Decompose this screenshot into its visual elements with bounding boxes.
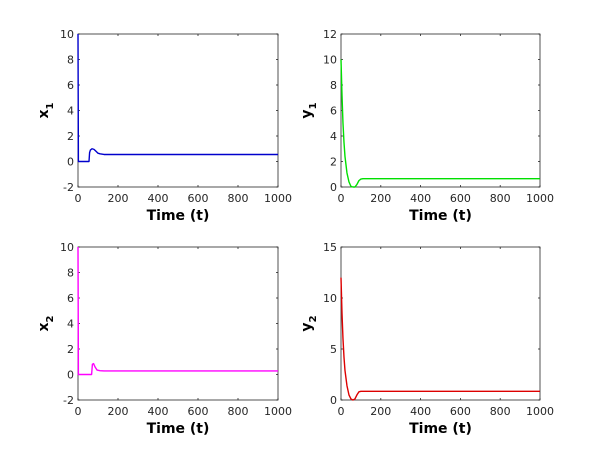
series-line [340,277,540,401]
y-tick-label: 10 [60,28,74,41]
series-line [77,246,278,376]
y-tick-label: 0 [67,369,74,382]
y-tick-label: 10 [60,241,74,254]
x-axis-label: Time (t) [409,208,472,224]
x-axis-label: Time (t) [147,421,210,437]
subplot-4: 0 200 400 600 800 1000 0 5 10 15 Time (t) y2 [299,241,554,437]
y-tick-label: -2 [63,181,74,194]
y-tick-label: 0 [330,394,337,407]
x-tick-label: 800 [228,192,249,205]
y-tick-label: 2 [67,130,74,143]
x-tick-label: 1000 [264,405,292,418]
plot-frame [77,246,279,401]
x-axis-label: Time (t) [147,208,210,224]
y-axis-label-main: x [36,322,52,331]
plot-frame [340,246,541,401]
y-axis-label-main: y [299,322,315,331]
y-axis-label: x1 [36,102,56,118]
plot-frame [340,33,541,188]
y-axis-label-main: x [36,109,52,118]
y-tick-label: 10 [323,292,337,305]
y-tick-label: -2 [63,394,74,407]
y-tick-label: 8 [330,79,337,92]
x-tick-label: 600 [450,405,471,418]
y-tick-label: 8 [67,54,74,67]
x-tick-label: 600 [188,192,209,205]
y-axis-label: y1 [299,102,319,118]
y-tick-label: 12 [323,28,337,41]
series-line [77,33,278,163]
plot-frame [77,33,279,188]
y-tick-label: 4 [67,318,74,331]
y-tick-label: 4 [330,130,337,143]
y-axis-label-subscript: 1 [45,102,56,109]
y-axis-label-subscript: 1 [308,102,319,109]
y-tick-label: 8 [67,267,74,280]
x-tick-label: 0 [75,405,82,418]
x-tick-label: 600 [188,405,209,418]
y-tick-label: 6 [67,79,74,92]
x-axis-label: Time (t) [409,421,472,437]
x-tick-label: 800 [228,405,249,418]
x-tick-label: 0 [75,192,82,205]
y-tick-label: 15 [323,241,337,254]
x-tick-label: 400 [148,192,169,205]
x-tick-label: 400 [148,405,169,418]
y-axis-label: x2 [36,315,56,331]
subplot-2: 0 200 400 600 800 1000 0 2 4 6 8 10 12 Time (t) y1 [299,28,554,224]
x-tick-label: 200 [370,405,391,418]
x-tick-label: 0 [338,192,345,205]
y-tick-label: 0 [330,181,337,194]
x-tick-label: 200 [370,192,391,205]
x-tick-label: 400 [410,192,431,205]
x-tick-label: 400 [410,405,431,418]
y-axis-label: y2 [299,315,319,331]
x-tick-label: 600 [450,192,471,205]
y-tick-label: 4 [67,105,74,118]
x-tick-label: 1000 [526,405,554,418]
y-tick-label: 5 [330,343,337,356]
y-tick-label: 10 [323,54,337,67]
x-tick-label: 800 [490,405,511,418]
x-tick-label: 0 [338,405,345,418]
x-tick-label: 800 [490,192,511,205]
y-axis-label-main: y [299,109,315,118]
y-tick-label: 0 [67,156,74,169]
x-tick-label: 1000 [264,192,292,205]
x-tick-label: 200 [108,405,129,418]
x-tick-label: 1000 [526,192,554,205]
y-tick-label: 2 [330,156,337,169]
x-tick-label: 200 [108,192,129,205]
y-axis-label-subscript: 2 [308,315,319,322]
series-line [340,59,540,188]
y-tick-label: 6 [67,292,74,305]
y-tick-label: 2 [67,343,74,356]
y-tick-label: 6 [330,105,337,118]
y-axis-label-subscript: 2 [45,315,56,322]
